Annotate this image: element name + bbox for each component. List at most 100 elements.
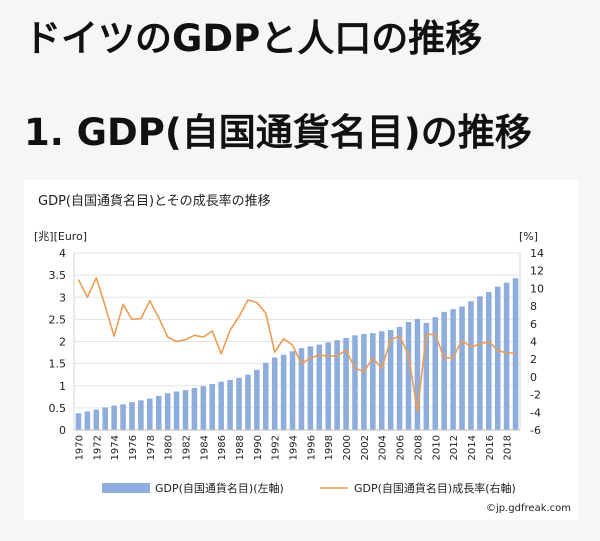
gdp-bar [147,398,153,430]
gdp-bar [503,282,510,430]
legend-bar-label: GDP(自国通貨名目)(左軸) [155,481,284,495]
left-tick-label: 3.5 [49,269,67,282]
credit: ©jp.gdfreak.com [486,503,571,514]
x-tick-label: 1978 [146,435,157,460]
gdp-bar [494,286,501,430]
legend-line-label: GDP(自国通貨名目)成長率(右軸) [354,481,516,495]
x-tick-label: 2016 [485,435,496,460]
gdp-bar [486,291,492,430]
x-tick-label: 1972 [92,435,103,460]
right-tick-label: -4 [530,406,541,419]
x-tick-label: 1990 [253,435,264,460]
section-heading: 1. GDP(自国通貨名目)の推移 [24,111,532,154]
gdp-bar [280,354,287,430]
right-tick-label: -6 [530,424,541,437]
gdp-bar [343,337,349,430]
left-tick-label: 2.5 [49,313,67,326]
gdp-bar [298,348,305,430]
x-tick-label: 1984 [199,435,210,460]
gdp-bar [468,301,474,430]
gdp-bar [325,342,331,430]
x-tick-label: 1996 [306,435,317,460]
bar-series [75,278,519,430]
gdp-bar [414,318,421,430]
x-tick-label: 2000 [342,435,353,460]
gdp-bar [307,346,314,430]
gdp-bar [254,369,260,430]
x-tick-label: 1970 [74,435,85,460]
gdp-bar [396,326,403,430]
gdp-bar [245,374,251,430]
gdp-bar [200,386,207,430]
gdp-bar [352,335,358,430]
growth-rate-line [77,277,516,413]
right-tick-label: 12 [530,265,544,278]
gdp-bar [441,311,447,430]
right-tick-label: 2 [530,353,537,366]
gdp-bar [450,309,456,430]
left-tick-label: 2 [59,336,66,349]
x-tick-label: 1994 [289,435,300,460]
right-tick-label: -2 [530,389,541,402]
x-tick-label: 1974 [110,435,121,460]
x-tick-label: 2014 [467,435,478,460]
gdp-bar [93,409,100,430]
right-tick-label: 4 [530,336,537,349]
left-tick-label: 1.5 [49,358,67,371]
gdp-bar [387,329,394,430]
left-tick-label: 4 [59,247,66,260]
x-tick-label: 2010 [431,435,442,460]
right-tick-label: 6 [530,318,537,331]
gdp-bar [405,322,412,430]
left-tick-label: 3 [59,291,66,304]
gdp-bar [316,344,323,430]
gdp-bar [120,404,126,430]
x-tick-label: 1986 [217,435,228,460]
gdp-bar [164,393,171,430]
gdp-bar [218,381,224,430]
gdp-bar [138,400,144,430]
line-series [77,277,516,413]
gdp-bar [263,362,269,430]
gdp-bar [182,390,189,430]
gdp-bar [370,333,376,430]
right-tick-label: 0 [530,371,537,384]
gdp-bar [432,317,439,430]
right-axis-unit: [%] [519,230,538,243]
left-tick-label: 0 [59,424,66,437]
gdp-bar [378,331,385,430]
gdp-bar [334,340,340,430]
gdp-bar [155,395,162,430]
x-tick-label: 1998 [324,435,335,460]
chart-title: GDP(自国通貨名目)とその成長率の推移 [38,193,271,209]
gdp-bar [209,383,216,430]
gdp-bar [423,322,430,430]
x-tick-label: 1982 [182,435,193,460]
x-tick-label: 2012 [449,435,460,460]
axes: 0 0.5 1 1.5 2 2.5 3 3.5 4 -6 -4 -2 0 2 4 6 8 10 12 14 1970 19… [49,247,545,460]
gdp-chart: GDP(自国通貨名目)とその成長率の推移 [兆][Euro] [%] 0 0.5 1… [34,193,571,514]
left-axis-unit: [兆][Euro] [34,230,87,243]
gdp-bar [477,296,483,430]
gdp-bar [111,405,117,430]
x-tick-label: 1976 [128,435,139,460]
gdp-bar [102,407,108,430]
x-tick-label: 1992 [271,435,282,460]
right-tick-label: 10 [530,282,544,295]
gdp-bar [512,278,519,430]
x-tick-label: 2018 [503,435,514,460]
gdp-bar [289,351,296,430]
x-tick-label: 2008 [413,435,424,460]
gdp-bar [361,333,367,430]
left-tick-label: 1 [59,380,66,393]
gdp-bar [459,306,465,430]
x-tick-label: 1988 [235,435,246,460]
x-tick-label: 2002 [360,435,371,460]
x-tick-label: 2004 [378,435,389,460]
gdp-bar [173,391,180,430]
x-tick-label: 2006 [396,435,407,460]
gdp-bar [191,387,198,430]
gdp-bar [129,402,135,430]
gdp-bar [75,413,82,430]
gdp-bar [227,379,233,430]
